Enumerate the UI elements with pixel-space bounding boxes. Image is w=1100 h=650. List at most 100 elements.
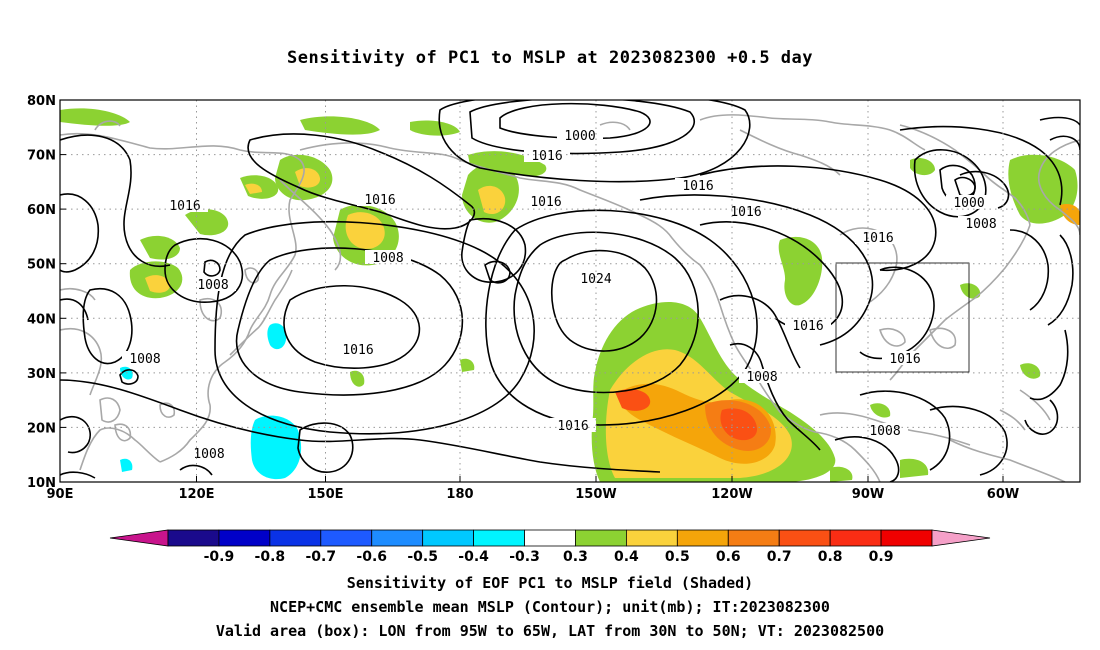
colorbar-swatch [727, 529, 780, 547]
contour-label: 1016 [723, 204, 769, 220]
colorbar-swatch [880, 529, 933, 547]
svg-text:1000: 1000 [564, 129, 595, 144]
lat-label: 60N [27, 203, 56, 218]
colorbar-swatch [269, 529, 322, 547]
map-title: Sensitivity of PC1 to MSLP at 2023082300… [286, 48, 813, 68]
colorbar-label: 0.9 [869, 549, 894, 565]
colorbar-label: -0.3 [509, 549, 540, 565]
svg-text:1024: 1024 [580, 272, 611, 287]
svg-text:1008: 1008 [197, 278, 228, 293]
contour-label: 1016 [357, 192, 403, 208]
contour-label: 1016 [335, 342, 381, 358]
contour-label: 1016 [785, 318, 831, 334]
contour-label: 1000 [946, 195, 992, 211]
lat-label: 20N [27, 421, 56, 436]
longitude-labels: 90E 120E 150E 180 150W 120W 90W 60W [47, 487, 1020, 502]
svg-text:1008: 1008 [372, 251, 403, 266]
contour-label: 1008 [122, 351, 168, 367]
lon-label: 180 [446, 487, 473, 502]
contour-label: 1016 [162, 198, 208, 214]
colorbar-arrow-low [109, 529, 169, 547]
sensitivity-shading [60, 108, 1080, 482]
map-plot-area: 1000 1016 1016 1016 1016 1016 1016 1000 … [60, 100, 1080, 482]
colorbar-label: -0.8 [255, 549, 286, 565]
svg-text:1016: 1016 [530, 195, 561, 210]
colorbar-swatch [524, 529, 576, 547]
colorbar-label: 0.7 [767, 549, 792, 565]
svg-text:1016: 1016 [862, 231, 893, 246]
svg-text:1000: 1000 [953, 196, 984, 211]
contour-label: 1016 [524, 148, 570, 164]
lon-label: 90E [47, 487, 74, 502]
colorbar-swatch [167, 529, 220, 547]
contour-label: 1016 [550, 418, 596, 434]
colorbar-swatch [218, 529, 271, 547]
lat-label: 50N [27, 258, 56, 273]
svg-text:1008: 1008 [746, 370, 777, 385]
caption-line-3: Valid area (box): LON from 95W to 65W, L… [215, 622, 885, 640]
latitude-labels: 80N 70N 60N 50N 40N 30N 20N 10N [27, 94, 56, 491]
lon-label: 150W [575, 487, 616, 502]
colorbar-swatch [778, 529, 831, 547]
colorbar-label: -0.6 [356, 549, 387, 565]
colorbar-label: 0.6 [716, 549, 741, 565]
lon-label: 120W [711, 487, 752, 502]
colorbar-label: -0.7 [305, 549, 336, 565]
contour-label: 1016 [523, 194, 569, 210]
colorbar-swatch [473, 529, 525, 547]
svg-text:1016: 1016 [531, 149, 562, 164]
svg-text:1016: 1016 [169, 199, 200, 214]
svg-text:1016: 1016 [730, 205, 761, 220]
svg-text:1008: 1008 [869, 424, 900, 439]
contour-label: 1008 [739, 369, 785, 385]
coastlines [60, 114, 1080, 482]
colorbar-arrow-high [931, 529, 991, 547]
colorbar-swatch [829, 529, 882, 547]
lon-label: 60W [987, 487, 1019, 502]
colorbar-label: 0.3 [563, 549, 588, 565]
colorbar-label: -0.5 [407, 549, 438, 565]
svg-text:1016: 1016 [364, 193, 395, 208]
contour-label: 1024 [573, 271, 619, 287]
caption-line-2: NCEP+CMC ensemble mean MSLP (Contour); u… [270, 598, 830, 616]
colorbar-label: 0.5 [665, 549, 690, 565]
lat-label: 80N [27, 94, 56, 109]
colorbar-swatch [371, 529, 424, 547]
contour-label: 1016 [675, 178, 721, 194]
svg-text:1016: 1016 [682, 179, 713, 194]
contour-label: 1016 [882, 351, 928, 367]
colorbar-label: 0.8 [818, 549, 843, 565]
contour-label: 1000 [557, 128, 603, 144]
contour-labels: 1000 1016 1016 1016 1016 1016 1016 1000 … [122, 128, 1004, 462]
valid-area-box [835, 262, 970, 373]
colorbar-swatch [320, 529, 373, 547]
mslp-contours [60, 100, 1080, 482]
lat-label: 30N [27, 367, 56, 382]
contour-label: 1008 [958, 216, 1004, 232]
colorbar-swatch [676, 529, 729, 547]
contour-label: 1016 [855, 230, 901, 246]
svg-text:1016: 1016 [792, 319, 823, 334]
colorbar-label: -0.9 [204, 549, 235, 565]
lat-label: 10N [27, 476, 56, 491]
svg-text:1008: 1008 [965, 217, 996, 232]
lat-label: 70N [27, 149, 56, 164]
lon-label: 120E [178, 487, 214, 502]
svg-text:1016: 1016 [342, 343, 373, 358]
colorbar-label: -0.4 [458, 549, 489, 565]
contour-label: 1008 [190, 277, 236, 293]
colorbar-label: 0.4 [614, 549, 639, 565]
colorbar-swatch [422, 529, 474, 547]
svg-text:1008: 1008 [193, 447, 224, 462]
contour-label: 1008 [186, 446, 232, 462]
svg-text:1016: 1016 [889, 352, 920, 367]
lat-label: 40N [27, 312, 56, 327]
caption-line-1: Sensitivity of EOF PC1 to MSLP field (Sh… [346, 574, 754, 592]
colorbar: -0.9 -0.8 -0.7 -0.6 -0.5 -0.4 -0.3 0.3 0.4 0.5 0.6… [109, 529, 991, 565]
lon-label: 90W [852, 487, 884, 502]
contour-label: 1008 [862, 423, 908, 439]
tick-marks [60, 99, 1004, 482]
svg-text:1008: 1008 [129, 352, 160, 367]
colorbar-swatch [575, 529, 627, 547]
